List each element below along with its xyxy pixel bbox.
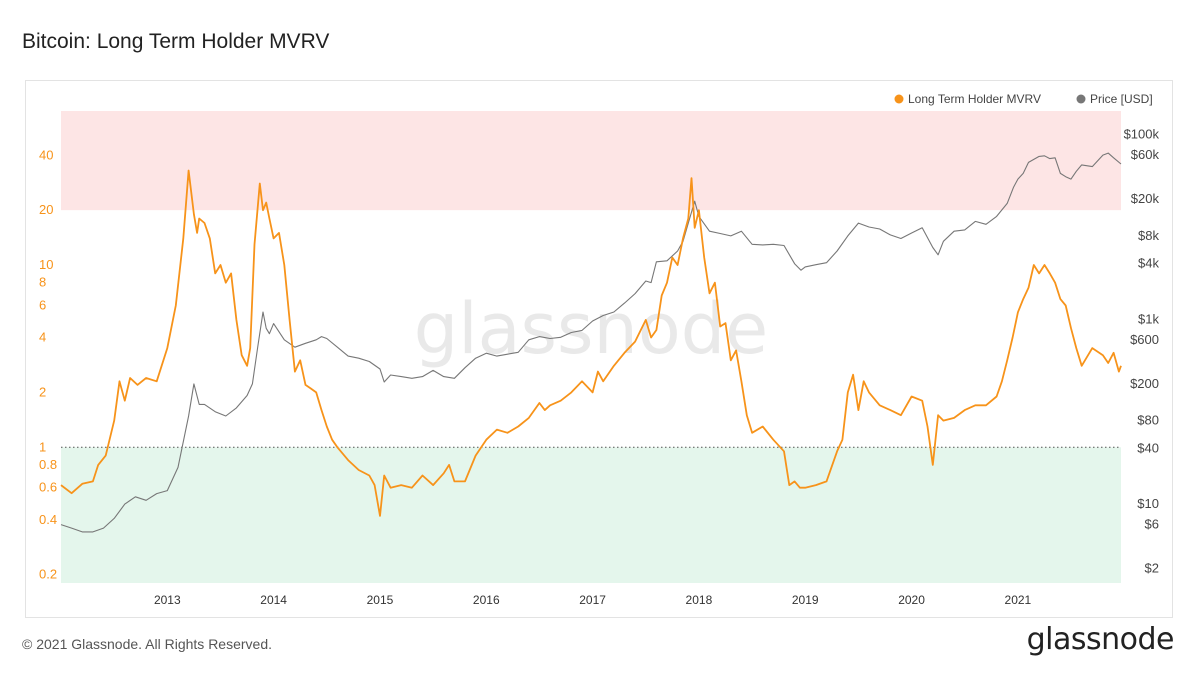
left-tick-label: 4 bbox=[39, 330, 46, 345]
legend: Long Term Holder MVRV Price [USD] bbox=[894, 92, 1153, 106]
x-tick-label: 2017 bbox=[579, 593, 606, 607]
x-tick-label: 2015 bbox=[367, 593, 394, 607]
brand-logo: glassnode bbox=[1026, 622, 1175, 657]
left-axis-ticks: 0.2 0.4 0.6 0.8 1 2 4 6 8 10 20 40 bbox=[39, 147, 57, 581]
right-tick-label: $40 bbox=[1137, 440, 1159, 455]
left-tick-label: 0.2 bbox=[39, 567, 57, 582]
chart-title: Bitcoin: Long Term Holder MVRV bbox=[22, 30, 330, 53]
right-tick-label: $100k bbox=[1124, 127, 1160, 142]
x-tick-label: 2019 bbox=[792, 593, 819, 607]
chart-svg: glassnode 0.2 0.4 0.6 0.8 1 2 4 6 8 10 20 40 $2 $6 $1… bbox=[39, 92, 1160, 607]
left-tick-label: 20 bbox=[39, 202, 53, 217]
right-tick-label: $10 bbox=[1137, 496, 1159, 511]
left-tick-label: 0.8 bbox=[39, 457, 57, 472]
left-tick-label: 1 bbox=[39, 439, 46, 454]
right-tick-label: $8k bbox=[1138, 228, 1159, 243]
x-tick-label: 2013 bbox=[154, 593, 181, 607]
legend-label-mvrv[interactable]: Long Term Holder MVRV bbox=[908, 92, 1041, 106]
right-tick-label: $200 bbox=[1130, 376, 1159, 391]
series-line-mvrv bbox=[60, 169, 1122, 517]
left-tick-label: 0.4 bbox=[39, 512, 57, 527]
chart-frame: glassnode 0.2 0.4 0.6 0.8 1 2 4 6 8 10 20 40 $2 $6 $1… bbox=[25, 80, 1173, 618]
right-tick-label: $4k bbox=[1138, 256, 1159, 271]
right-axis-ticks: $2 $6 $10 $40 $80 $200 $600 $1k $4k $8k $20k $60k $1… bbox=[1124, 127, 1160, 576]
x-tick-label: 2014 bbox=[260, 593, 287, 607]
legend-dot-price bbox=[1076, 94, 1086, 104]
zone-bands bbox=[61, 111, 1121, 583]
band-overvalued bbox=[61, 111, 1121, 211]
copyright-text: © 2021 Glassnode. All Rights Reserved. bbox=[22, 636, 273, 652]
series-lines bbox=[60, 152, 1122, 533]
left-tick-label: 6 bbox=[39, 297, 46, 312]
legend-dot-mvrv bbox=[894, 94, 904, 104]
left-tick-label: 2 bbox=[39, 384, 46, 399]
right-tick-label: $2 bbox=[1145, 561, 1159, 576]
right-tick-label: $1k bbox=[1138, 311, 1159, 326]
x-tick-label: 2021 bbox=[1005, 593, 1032, 607]
left-tick-label: 10 bbox=[39, 257, 53, 272]
left-tick-label: 40 bbox=[39, 147, 53, 162]
left-tick-label: 0.6 bbox=[39, 480, 57, 495]
right-tick-label: $60k bbox=[1131, 147, 1160, 162]
x-tick-label: 2016 bbox=[473, 593, 500, 607]
x-tick-label: 2018 bbox=[686, 593, 713, 607]
band-undervalued bbox=[61, 447, 1121, 583]
right-tick-label: $20k bbox=[1131, 191, 1160, 206]
x-axis-ticks: 2013 2014 2015 2016 2017 2018 2019 2020 2021 bbox=[154, 593, 1032, 607]
left-tick-label: 8 bbox=[39, 275, 46, 290]
x-tick-label: 2020 bbox=[898, 593, 925, 607]
series-line-price bbox=[60, 152, 1122, 533]
right-tick-label: $600 bbox=[1130, 332, 1159, 347]
legend-label-price[interactable]: Price [USD] bbox=[1090, 92, 1153, 106]
right-tick-label: $6 bbox=[1145, 517, 1159, 532]
watermark: glassnode bbox=[414, 288, 768, 370]
right-tick-label: $80 bbox=[1137, 413, 1159, 428]
